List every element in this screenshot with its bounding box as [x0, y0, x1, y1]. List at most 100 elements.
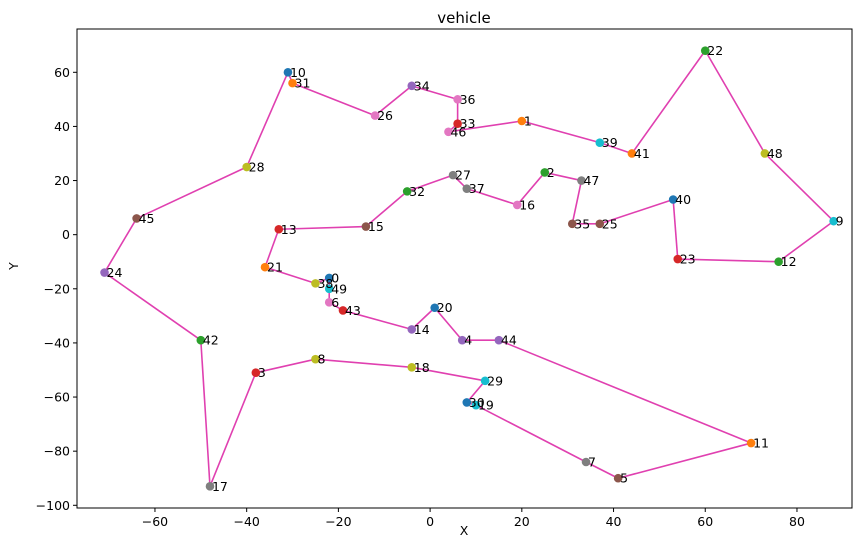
point-label-38: 38 [317, 276, 333, 291]
route-segment [103, 218, 138, 273]
route-segment [411, 307, 436, 330]
data-point-12 [774, 257, 783, 267]
route-segment [466, 187, 518, 206]
data-point-22 [700, 46, 710, 55]
point-label-17: 17 [212, 479, 228, 494]
data-point-3 [251, 368, 261, 377]
route-segment [466, 380, 486, 403]
route-segment [411, 85, 458, 101]
data-point-36 [453, 95, 462, 104]
point-label-43: 43 [345, 303, 361, 318]
point-label-40: 40 [675, 192, 691, 207]
point-label-30: 30 [469, 395, 485, 410]
data-point-28 [242, 162, 251, 172]
y-tick-label: −80 [44, 444, 70, 459]
data-point-5 [613, 473, 623, 483]
route-segment [365, 190, 408, 228]
point-label-15: 15 [368, 219, 384, 234]
point-label-49: 49 [331, 281, 347, 296]
x-tick-label: −40 [233, 514, 259, 529]
y-tick-label: −100 [36, 498, 70, 513]
data-point-49 [324, 284, 334, 294]
point-label-7: 7 [588, 454, 596, 469]
data-point-46 [444, 127, 453, 137]
route-segment [631, 50, 706, 154]
route-segment [599, 141, 633, 155]
x-tick-label: −60 [142, 514, 168, 529]
y-tick-label: −40 [44, 335, 70, 350]
route-segment [255, 358, 316, 374]
x-tick-label: 20 [514, 514, 530, 529]
point-label-24: 24 [107, 265, 123, 280]
point-label-32: 32 [409, 184, 425, 199]
data-point-1 [517, 116, 527, 126]
data-point-34 [407, 81, 417, 91]
point-label-39: 39 [602, 135, 618, 150]
route-segment [136, 166, 248, 220]
data-point-7 [581, 457, 591, 467]
data-point-41 [627, 149, 637, 158]
route-segment [406, 174, 454, 193]
data-point-24 [100, 268, 109, 277]
data-point-20 [430, 303, 439, 313]
y-tick-label: −60 [44, 390, 70, 405]
route-segment [475, 404, 587, 463]
point-label-33: 33 [460, 116, 476, 131]
point-label-27: 27 [455, 168, 471, 183]
point-label-8: 8 [317, 352, 325, 367]
point-label-36: 36 [460, 92, 476, 107]
data-point-10 [283, 67, 293, 77]
route-segment [498, 339, 752, 444]
point-label-48: 48 [767, 146, 783, 161]
data-point-14 [407, 325, 417, 334]
point-labels: 0123456789101112131415161718192021222324… [107, 43, 844, 494]
data-point-30 [462, 398, 472, 407]
data-point-32 [402, 187, 412, 196]
data-point-48 [760, 149, 770, 158]
point-label-35: 35 [574, 216, 590, 231]
point-label-44: 44 [501, 333, 517, 348]
data-point-35 [567, 219, 577, 229]
point-label-2: 2 [547, 165, 555, 180]
point-label-21: 21 [267, 260, 283, 275]
route-segment [278, 225, 366, 231]
x-tick-label: 40 [606, 514, 622, 529]
y-tick-label: 20 [54, 173, 70, 188]
point-label-41: 41 [634, 146, 650, 161]
route-segment [448, 120, 522, 133]
route-segment [264, 266, 316, 285]
x-tick-label: −20 [325, 514, 351, 529]
point-label-9: 9 [836, 214, 844, 229]
y-tick-label: −20 [44, 281, 70, 296]
data-point-19 [471, 400, 481, 410]
x-axis-label: X [460, 523, 469, 538]
y-tick-label: 40 [54, 119, 70, 134]
route-segment [704, 50, 766, 154]
data-point-17 [205, 482, 215, 491]
route-segment [599, 198, 674, 225]
point-label-34: 34 [414, 78, 430, 93]
route-segment [516, 171, 546, 206]
point-label-19: 19 [478, 398, 494, 413]
point-label-12: 12 [781, 254, 797, 269]
data-point-15 [361, 222, 371, 231]
point-label-25: 25 [602, 216, 618, 231]
y-axis-label: Y [6, 262, 21, 271]
chart-title: vehicle [437, 9, 490, 27]
point-label-10: 10 [290, 65, 306, 80]
x-tick-label: 60 [697, 514, 713, 529]
data-point-25 [595, 219, 605, 229]
data-point-43 [338, 306, 348, 315]
y-axis-ticks: −100 −80 −60 −40 −20 0 20 40 60 [36, 65, 77, 513]
data-point-23 [673, 254, 683, 264]
x-axis-ticks: −60 −40 −20 0 20 40 60 80 [142, 508, 805, 529]
point-label-22: 22 [707, 43, 723, 58]
data-point-45 [132, 214, 141, 223]
route-segment [209, 372, 257, 487]
data-point-44 [494, 335, 504, 345]
point-label-0: 0 [331, 270, 339, 285]
data-point-9 [829, 216, 838, 226]
route-segment [434, 307, 463, 341]
data-point-31 [288, 78, 297, 88]
route-segment [264, 228, 280, 268]
